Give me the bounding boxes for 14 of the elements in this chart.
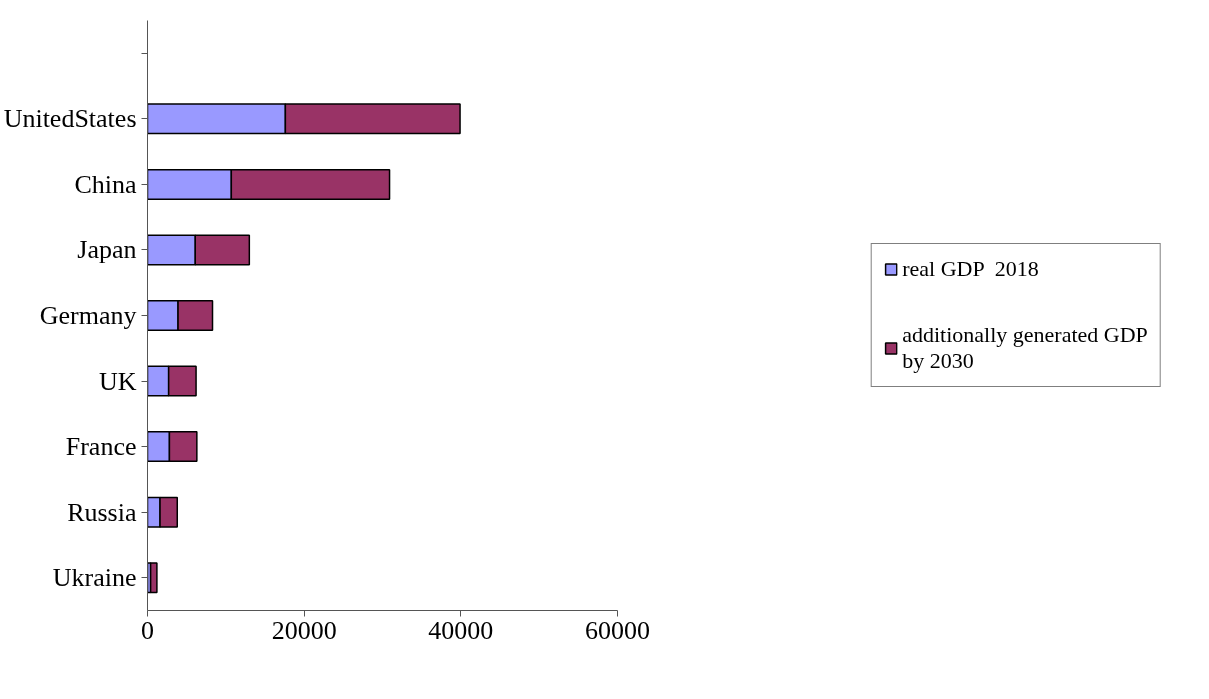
y-tick-label: Ukraine <box>52 563 137 593</box>
y-tick-label: UK <box>98 366 137 396</box>
x-tick-label: 0 <box>141 615 154 645</box>
y-tick-label: China <box>74 169 137 199</box>
y-tick-label: Russia <box>67 497 137 527</box>
legend-label: real GDP 2018 <box>902 256 1039 282</box>
x-tick-label: 60000 <box>585 615 650 645</box>
y-tick-label: France <box>65 432 137 462</box>
x-tick-label: 20000 <box>271 615 337 645</box>
y-tick-label: Japan <box>77 235 137 265</box>
y-tick-label: Germany <box>39 301 137 330</box>
y-tick-label: UnitedStates <box>3 104 137 134</box>
legend-label: additionally generated GDP by 2030 <box>902 322 1148 374</box>
x-tick-label: 40000 <box>428 615 494 645</box>
